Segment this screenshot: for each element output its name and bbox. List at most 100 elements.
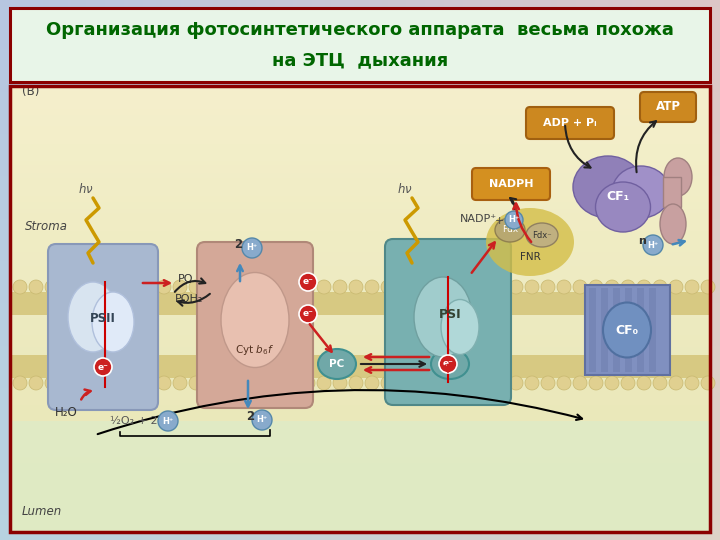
Circle shape bbox=[509, 376, 523, 390]
Circle shape bbox=[541, 376, 555, 390]
Text: NADP⁺: NADP⁺ bbox=[460, 214, 497, 224]
Circle shape bbox=[445, 376, 459, 390]
Circle shape bbox=[285, 280, 299, 294]
Ellipse shape bbox=[221, 273, 289, 368]
Circle shape bbox=[397, 376, 411, 390]
Circle shape bbox=[505, 211, 523, 229]
Circle shape bbox=[77, 376, 91, 390]
Bar bbox=[613, 288, 620, 372]
Text: PSI: PSI bbox=[438, 307, 462, 321]
Ellipse shape bbox=[664, 158, 692, 196]
Text: PC: PC bbox=[329, 359, 345, 369]
Circle shape bbox=[509, 280, 523, 294]
Circle shape bbox=[589, 280, 603, 294]
Text: +: + bbox=[495, 216, 508, 226]
FancyBboxPatch shape bbox=[640, 92, 696, 122]
Text: Cyt $b_6f$: Cyt $b_6f$ bbox=[235, 343, 274, 357]
Circle shape bbox=[93, 376, 107, 390]
Text: $h\nu$: $h\nu$ bbox=[397, 182, 413, 196]
Circle shape bbox=[461, 376, 475, 390]
Circle shape bbox=[557, 376, 571, 390]
Circle shape bbox=[205, 280, 219, 294]
Circle shape bbox=[109, 280, 123, 294]
Text: H⁺: H⁺ bbox=[508, 215, 520, 225]
Circle shape bbox=[301, 280, 315, 294]
Circle shape bbox=[445, 280, 459, 294]
Circle shape bbox=[381, 280, 395, 294]
Circle shape bbox=[299, 305, 317, 323]
Circle shape bbox=[701, 280, 715, 294]
Circle shape bbox=[45, 280, 59, 294]
Text: Lumen: Lumen bbox=[22, 505, 62, 518]
Circle shape bbox=[252, 410, 272, 430]
FancyBboxPatch shape bbox=[526, 107, 614, 139]
Circle shape bbox=[237, 376, 251, 390]
Circle shape bbox=[221, 376, 235, 390]
Circle shape bbox=[157, 376, 171, 390]
Circle shape bbox=[621, 280, 635, 294]
Circle shape bbox=[29, 280, 43, 294]
Bar bbox=[11, 421, 709, 531]
Circle shape bbox=[141, 376, 155, 390]
Ellipse shape bbox=[486, 208, 574, 276]
Circle shape bbox=[189, 280, 203, 294]
Circle shape bbox=[653, 376, 667, 390]
Circle shape bbox=[269, 280, 283, 294]
Text: e⁻: e⁻ bbox=[302, 278, 313, 287]
Circle shape bbox=[669, 280, 683, 294]
Circle shape bbox=[573, 376, 587, 390]
Circle shape bbox=[365, 376, 379, 390]
Bar bbox=[11, 87, 709, 531]
Circle shape bbox=[253, 280, 267, 294]
Text: CF₀: CF₀ bbox=[616, 323, 639, 336]
Ellipse shape bbox=[660, 204, 686, 244]
Circle shape bbox=[173, 376, 187, 390]
FancyBboxPatch shape bbox=[585, 285, 670, 375]
Circle shape bbox=[429, 376, 443, 390]
Circle shape bbox=[13, 376, 27, 390]
Circle shape bbox=[493, 280, 507, 294]
Bar bbox=[637, 288, 644, 372]
Text: ATP: ATP bbox=[655, 100, 680, 113]
Circle shape bbox=[621, 376, 635, 390]
Circle shape bbox=[637, 280, 651, 294]
Text: CF₁: CF₁ bbox=[606, 191, 629, 204]
Circle shape bbox=[349, 280, 363, 294]
Circle shape bbox=[242, 238, 262, 258]
FancyBboxPatch shape bbox=[385, 239, 511, 405]
Circle shape bbox=[413, 376, 427, 390]
Text: NADPH: NADPH bbox=[489, 179, 534, 189]
Ellipse shape bbox=[595, 182, 650, 232]
Circle shape bbox=[205, 376, 219, 390]
Circle shape bbox=[589, 376, 603, 390]
Circle shape bbox=[397, 280, 411, 294]
Text: PQH₂: PQH₂ bbox=[175, 294, 203, 304]
Circle shape bbox=[605, 280, 619, 294]
Circle shape bbox=[141, 280, 155, 294]
Ellipse shape bbox=[612, 166, 670, 218]
Bar bbox=[601, 288, 608, 372]
Circle shape bbox=[429, 280, 443, 294]
Circle shape bbox=[158, 411, 178, 431]
Circle shape bbox=[525, 280, 539, 294]
Circle shape bbox=[381, 376, 395, 390]
Text: 2: 2 bbox=[246, 410, 254, 423]
Circle shape bbox=[94, 358, 112, 376]
Circle shape bbox=[125, 280, 139, 294]
Circle shape bbox=[125, 376, 139, 390]
Circle shape bbox=[45, 376, 59, 390]
Circle shape bbox=[109, 376, 123, 390]
Circle shape bbox=[333, 280, 347, 294]
Circle shape bbox=[643, 235, 663, 255]
Text: e⁻: e⁻ bbox=[98, 362, 109, 372]
Circle shape bbox=[253, 376, 267, 390]
Ellipse shape bbox=[92, 292, 134, 352]
Circle shape bbox=[413, 280, 427, 294]
Ellipse shape bbox=[441, 300, 479, 354]
FancyBboxPatch shape bbox=[48, 244, 158, 410]
Circle shape bbox=[685, 280, 699, 294]
Text: Fdx: Fdx bbox=[502, 226, 518, 234]
Circle shape bbox=[701, 376, 715, 390]
Text: H⁺: H⁺ bbox=[256, 415, 268, 424]
FancyBboxPatch shape bbox=[472, 168, 550, 200]
